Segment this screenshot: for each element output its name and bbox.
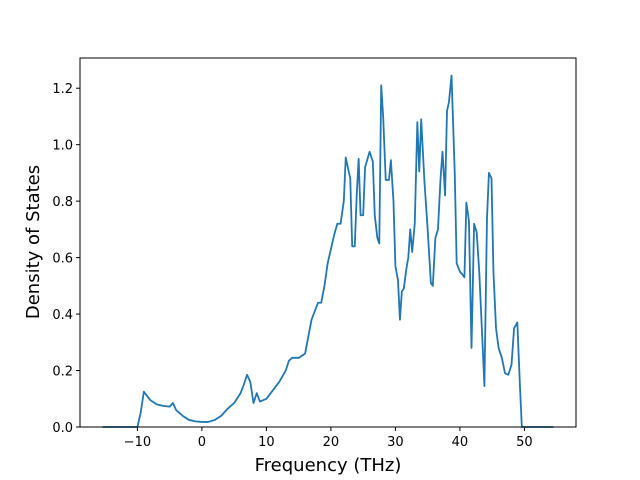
x-tick-label: 20 bbox=[323, 435, 340, 450]
y-tick-label: 1.2 bbox=[52, 82, 73, 97]
x-tick-label: 50 bbox=[516, 435, 533, 450]
y-tick-label: 0.0 bbox=[52, 421, 73, 436]
x-tick-label: 40 bbox=[452, 435, 469, 450]
x-axis-label: Frequency (THz) bbox=[255, 455, 402, 476]
x-tick-label: 0 bbox=[198, 435, 206, 450]
y-tick-label: 1.0 bbox=[52, 139, 73, 154]
y-axis-label: Density of States bbox=[23, 165, 44, 319]
y-tick-label: 0.6 bbox=[52, 252, 73, 267]
x-tick-label: 10 bbox=[258, 435, 275, 450]
plot-frame bbox=[79, 57, 577, 428]
dos-line bbox=[102, 74, 554, 428]
y-tick-label: 0.4 bbox=[52, 308, 73, 323]
y-tick-label: 0.2 bbox=[52, 365, 73, 380]
x-tick-label: 30 bbox=[387, 435, 404, 450]
x-tick-label: −10 bbox=[124, 435, 151, 450]
y-tick-label: 0.8 bbox=[52, 195, 73, 210]
